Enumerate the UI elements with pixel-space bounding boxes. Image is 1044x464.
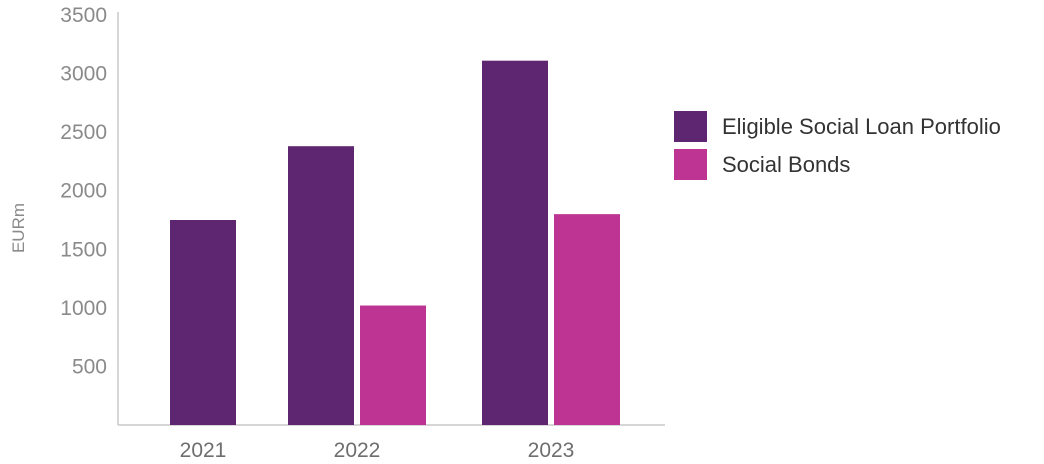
x-tick-label: 2021: [180, 439, 227, 462]
y-axis-ticks: 500 1000 1500 2000 2500 3000 3500: [60, 4, 107, 378]
bar-eligible-social-loan-portfolio-2022: [288, 146, 354, 425]
bar-social-bonds-2023: [554, 214, 620, 425]
legend: Eligible Social Loan Portfolio Social Bon…: [674, 111, 1001, 180]
y-tick-label: 2500: [60, 121, 107, 144]
bars: [170, 60, 620, 425]
x-tick-label: 2022: [334, 439, 381, 462]
y-tick-label: 1500: [60, 238, 107, 261]
y-tick-label: 3000: [60, 63, 107, 86]
x-axis-categories: 2021 2022 2023: [180, 439, 575, 462]
bar-eligible-social-loan-portfolio-2021: [170, 220, 236, 425]
legend-label: Social Bonds: [722, 152, 850, 177]
x-tick-label: 2023: [528, 439, 575, 462]
legend-label: Eligible Social Loan Portfolio: [722, 114, 1001, 139]
legend-swatch: [674, 149, 707, 180]
y-tick-label: 500: [72, 355, 107, 378]
y-axis-label: EURm: [9, 203, 28, 253]
bar-eligible-social-loan-portfolio-2023: [482, 60, 548, 425]
bar-social-bonds-2022: [360, 305, 426, 425]
legend-swatch: [674, 111, 707, 142]
y-tick-label: 3500: [60, 4, 107, 27]
y-tick-label: 1000: [60, 297, 107, 320]
y-tick-label: 2000: [60, 180, 107, 203]
